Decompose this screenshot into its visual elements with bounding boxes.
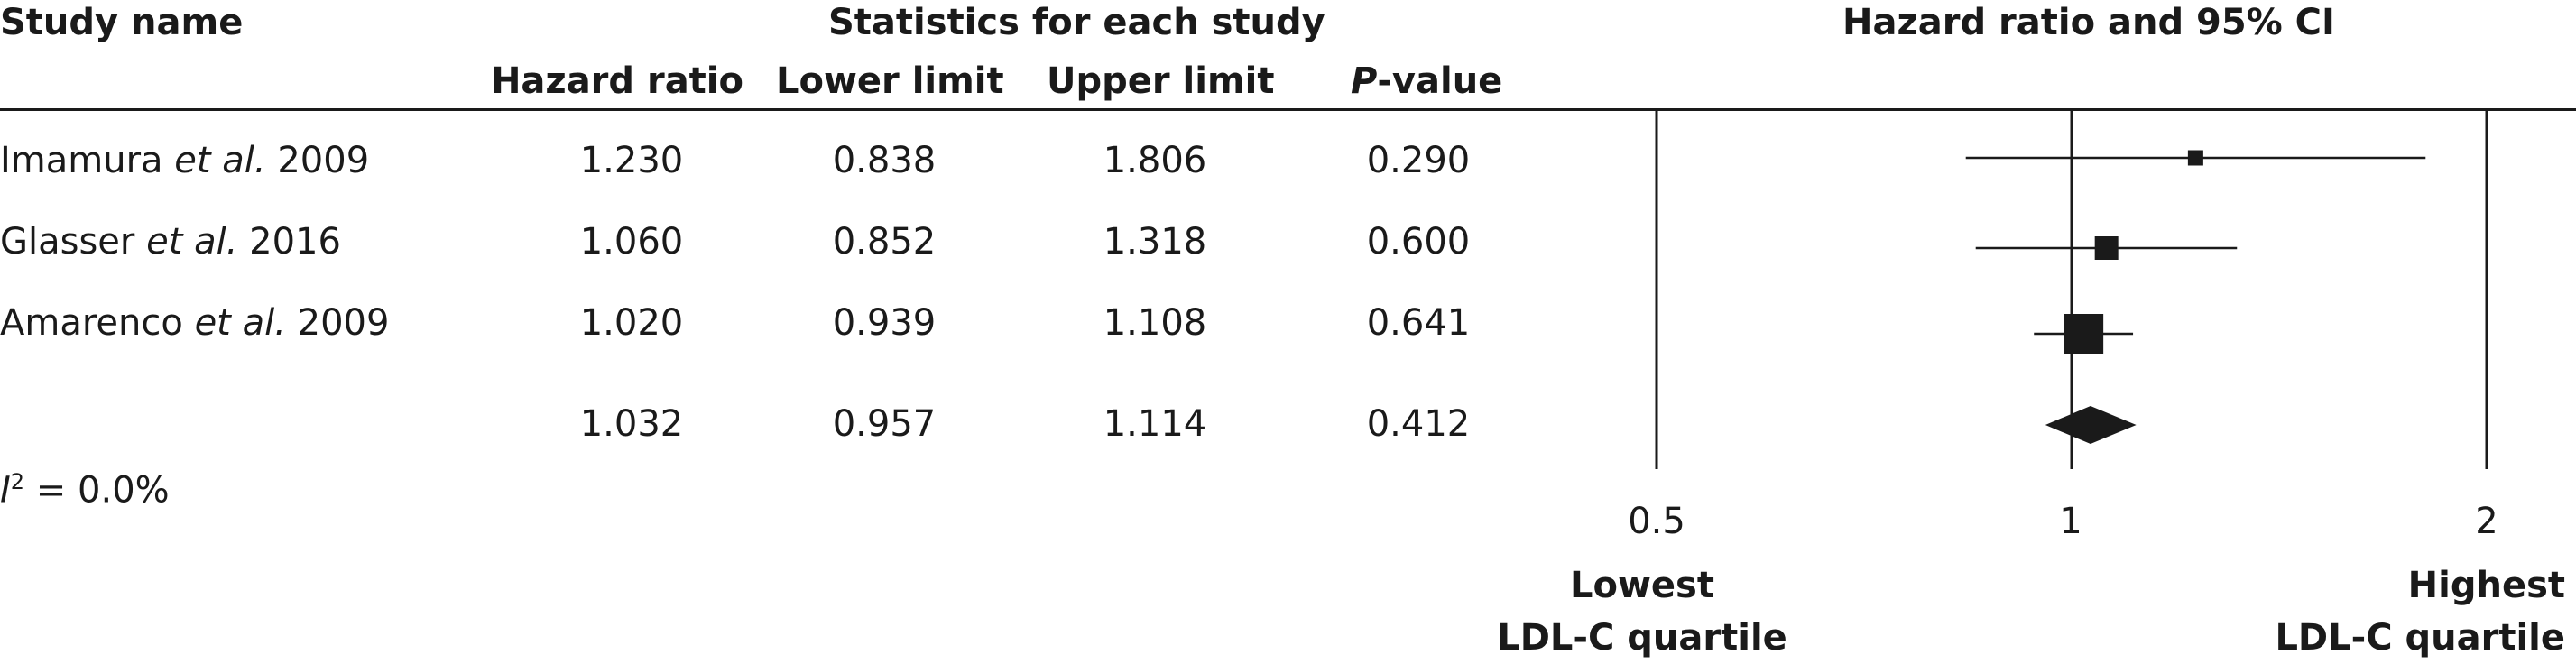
highest-label-line1: Highest xyxy=(2407,565,2565,606)
lowest-label-line1: Lowest xyxy=(1570,565,1714,606)
upper-limit-cell: 1.108 xyxy=(1103,302,1207,344)
upper-limit-cell: 1.806 xyxy=(1103,140,1207,181)
study-marker xyxy=(2064,314,2104,354)
p-value-cell: 0.641 xyxy=(1366,302,1471,344)
study-marker xyxy=(2094,236,2119,260)
plot-title: Hazard ratio and 95% CI xyxy=(1842,2,2335,43)
study-etal: et al. xyxy=(194,302,286,344)
hazard-ratio-cell: 1.060 xyxy=(579,221,684,263)
lower-limit-header: Lower limit xyxy=(776,60,1004,102)
p-value-header: P-value xyxy=(1351,60,1502,102)
lower-limit-cell: 0.852 xyxy=(832,221,937,263)
pooled-upper-limit-cell: 1.114 xyxy=(1103,403,1207,445)
hazard-ratio-cell: 1.230 xyxy=(579,140,684,181)
study-author: Amarenco xyxy=(0,302,183,344)
study-etal: et al. xyxy=(174,140,266,181)
heterogeneity-symbol: I xyxy=(0,469,11,512)
statistics-group-header: Statistics for each study xyxy=(828,2,1325,43)
x-tick-label: 0.5 xyxy=(1628,501,1685,542)
study-name-cell: Glasser et al. 2016 xyxy=(0,221,341,263)
pooled-hazard-ratio-cell: 1.032 xyxy=(579,403,684,445)
study-author: Glasser xyxy=(0,221,135,263)
pooled-p-value-cell: 0.412 xyxy=(1366,403,1471,445)
study-marker xyxy=(2187,150,2203,166)
pooled-lower-limit-cell: 0.957 xyxy=(832,403,937,445)
p-value-cell: 0.290 xyxy=(1366,140,1471,181)
p-value-header-italic: P xyxy=(1351,60,1378,102)
p-value-header-rest: -value xyxy=(1377,60,1503,102)
lowest-ldl-label: Lowest LDL-C quartile xyxy=(1480,559,1805,664)
heterogeneity-stat: I2 = 0.0% xyxy=(0,469,170,511)
study-name-header: Study name xyxy=(0,2,244,43)
x-tick-label: 2 xyxy=(2475,501,2498,542)
hazard-ratio-header: Hazard ratio xyxy=(490,60,743,102)
x-tick-label: 1 xyxy=(2059,501,2082,542)
upper-limit-header: Upper limit xyxy=(1047,60,1275,102)
study-author: Imamura xyxy=(0,140,163,181)
lower-limit-cell: 0.939 xyxy=(832,302,937,344)
heterogeneity-superscript: 2 xyxy=(10,469,25,494)
upper-limit-cell: 1.318 xyxy=(1103,221,1207,263)
highest-label-line2: LDL-C quartile xyxy=(2275,617,2565,659)
study-name-cell: Amarenco et al. 2009 xyxy=(0,302,389,344)
study-year: 2009 xyxy=(297,302,390,344)
highest-ldl-label: Highest LDL-C quartile xyxy=(2238,559,2565,664)
lowest-label-line2: LDL-C quartile xyxy=(1497,617,1787,659)
study-year: 2009 xyxy=(277,140,370,181)
study-year: 2016 xyxy=(249,221,341,263)
pooled-diamond xyxy=(2045,406,2137,444)
lower-limit-cell: 0.838 xyxy=(832,140,937,181)
header-rule xyxy=(0,108,2576,111)
heterogeneity-value: = 0.0% xyxy=(24,469,170,512)
study-name-cell: Imamura et al. 2009 xyxy=(0,140,369,181)
p-value-cell: 0.600 xyxy=(1366,221,1471,263)
study-etal: et al. xyxy=(146,221,238,263)
hazard-ratio-cell: 1.020 xyxy=(579,302,684,344)
